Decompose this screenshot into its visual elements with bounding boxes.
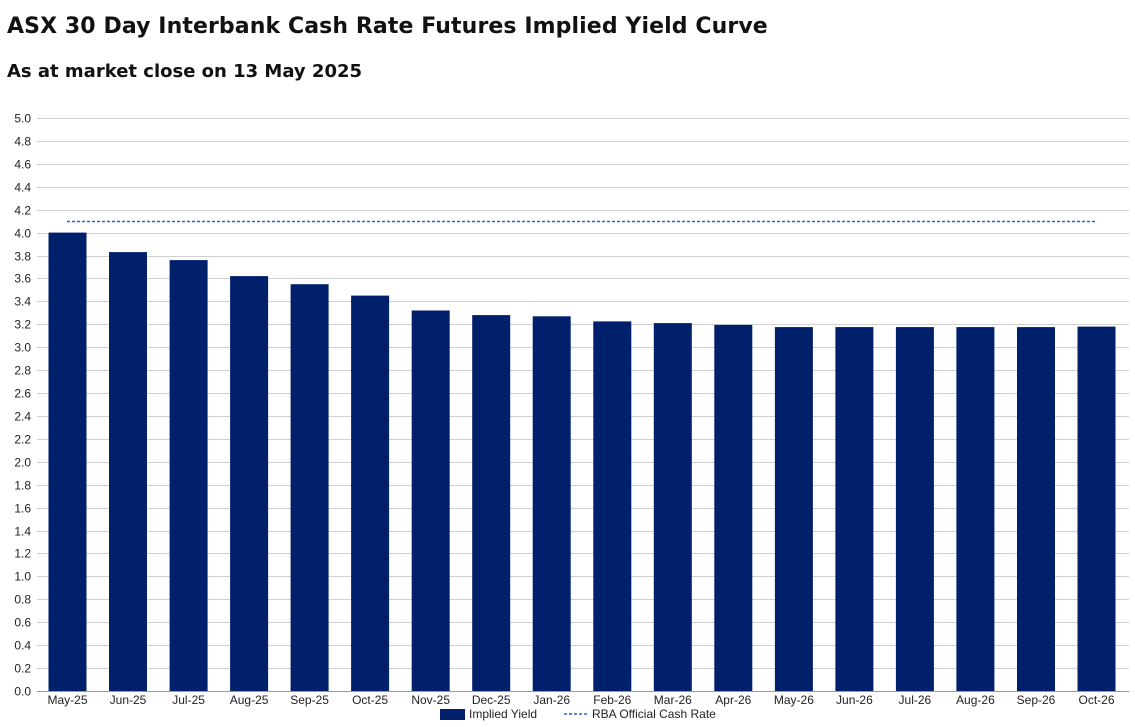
y-tick-label: 2.4 (14, 410, 31, 424)
y-tick-label: 4.6 (14, 158, 31, 172)
y-tick-label: 2.6 (14, 387, 31, 401)
bar-nov-25 (411, 310, 450, 691)
y-tick-label: 1.8 (14, 479, 31, 493)
y-tick-label: 1.2 (14, 547, 31, 561)
x-tick-label: Oct-26 (1078, 693, 1114, 707)
gridlines (37, 118, 1129, 692)
bar-sep-26 (1017, 327, 1055, 691)
y-tick-label: 2.2 (14, 433, 31, 447)
x-tick-label: Jul-26 (899, 693, 932, 707)
x-tick-label: Jul-25 (172, 693, 205, 707)
bar-feb-26 (593, 321, 632, 691)
x-tick-label: Jun-26 (836, 693, 873, 707)
chart-title: ASX 30 Day Interbank Cash Rate Futures I… (7, 14, 768, 39)
x-tick-label: Jan-26 (533, 693, 570, 707)
bar-jan-26 (532, 316, 571, 691)
legend-label-rba-cash-rate: RBA Official Cash Rate (592, 707, 716, 721)
x-tick-label: Sep-25 (290, 693, 329, 707)
x-tick-label: Aug-25 (230, 693, 269, 707)
x-tick-label: May-26 (774, 693, 814, 707)
bar-jul-26 (895, 327, 934, 691)
y-tick-label: 4.0 (14, 227, 31, 241)
y-tick-label: 3.6 (14, 272, 31, 286)
y-tick-label: 1.6 (14, 502, 31, 516)
bar-may-25 (48, 232, 87, 691)
bar-aug-26 (956, 327, 995, 691)
y-tick-label: 0.8 (14, 593, 31, 607)
y-tick-label: 3.8 (14, 250, 31, 264)
x-tick-label: Dec-25 (472, 693, 511, 707)
bar-jun-25 (109, 252, 147, 691)
bars (48, 232, 1116, 691)
x-tick-label: Nov-25 (411, 693, 450, 707)
x-tick-label: Oct-25 (352, 693, 388, 707)
y-tick-label: 4.8 (14, 135, 31, 149)
bar-jul-25 (169, 260, 208, 691)
legend-swatch-implied-yield (440, 709, 465, 720)
y-tick-label: 3.0 (14, 341, 31, 355)
x-tick-label: May-25 (47, 693, 87, 707)
x-tick-label: Mar-26 (654, 693, 692, 707)
y-axis-tick-labels: 0.0 0.2 0.4 0.6 0.8 1.0 1.2 1.4 1.6 1.8 2.0 2.2 2.4 2… (14, 112, 31, 699)
bar-mar-26 (653, 323, 692, 691)
bar-may-26 (774, 327, 813, 691)
y-tick-label: 2.0 (14, 456, 31, 470)
y-tick-label: 4.4 (14, 181, 31, 195)
bar-aug-25 (230, 276, 269, 691)
y-tick-label: 0.4 (14, 639, 31, 653)
bar-apr-26 (714, 324, 753, 691)
y-tick-label: 3.2 (14, 318, 31, 332)
legend-label-implied-yield: Implied Yield (469, 707, 537, 721)
y-tick-label: 0.2 (14, 662, 31, 676)
x-tick-label: Aug-26 (956, 693, 995, 707)
chart-subtitle: As at market close on 13 May 2025 (7, 61, 363, 82)
y-tick-label: 3.4 (14, 295, 31, 309)
y-tick-label: 1.0 (14, 570, 31, 584)
legend: Implied Yield RBA Official Cash Rate (440, 707, 716, 721)
x-tick-label: Sep-26 (1017, 693, 1056, 707)
bar-oct-25 (351, 295, 390, 691)
bar-jun-26 (835, 327, 874, 691)
x-tick-label: Feb-26 (593, 693, 631, 707)
y-tick-label: 4.2 (14, 204, 31, 218)
y-tick-label: 2.8 (14, 364, 31, 378)
y-tick-label: 0.6 (14, 616, 31, 630)
bar-oct-26 (1077, 326, 1116, 691)
bar-dec-25 (472, 315, 511, 691)
y-tick-label: 0.0 (14, 685, 31, 699)
x-tick-label: Apr-26 (715, 693, 751, 707)
y-tick-label: 5.0 (14, 112, 31, 126)
x-tick-label: Jun-25 (110, 693, 147, 707)
bar-sep-25 (290, 284, 329, 691)
x-axis-tick-labels: May-25 Jun-25 Jul-25 Aug-25 Sep-25 Oct-25 Nov-… (47, 693, 1114, 707)
y-tick-label: 1.4 (14, 525, 31, 539)
